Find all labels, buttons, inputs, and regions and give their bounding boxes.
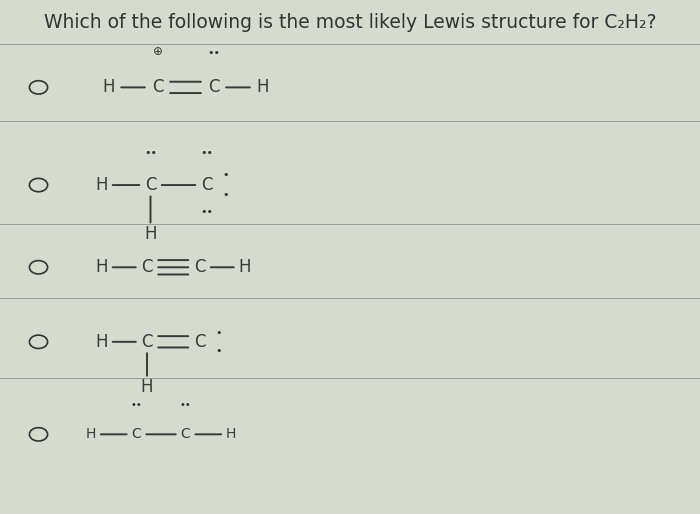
Text: ⊕: ⊕ [153, 45, 162, 58]
Text: C: C [145, 176, 156, 194]
Text: H: H [226, 427, 236, 442]
Text: H: H [95, 258, 108, 277]
Text: H: H [144, 225, 157, 243]
Text: •: • [215, 327, 221, 338]
Text: H: H [256, 78, 269, 97]
Text: ••: •• [200, 149, 213, 158]
Text: C: C [181, 427, 190, 442]
Text: ••: •• [131, 400, 142, 410]
Text: C: C [132, 427, 141, 442]
Text: ••: •• [180, 400, 191, 410]
Text: •: • [222, 170, 228, 180]
Text: ••: •• [144, 149, 157, 158]
Text: C: C [141, 258, 153, 277]
Text: •: • [215, 346, 221, 356]
Text: C: C [194, 333, 205, 351]
Text: H: H [102, 78, 115, 97]
Text: •: • [222, 190, 228, 200]
Text: H: H [141, 378, 153, 396]
Text: C: C [201, 176, 212, 194]
Text: Which of the following is the most likely Lewis structure for C₂H₂?: Which of the following is the most likel… [43, 13, 657, 32]
Text: C: C [152, 78, 163, 97]
Text: ••: •• [207, 48, 220, 58]
Text: H: H [86, 427, 96, 442]
Text: C: C [194, 258, 205, 277]
Text: C: C [208, 78, 219, 97]
Text: H: H [95, 176, 108, 194]
Text: H: H [95, 333, 108, 351]
Text: ••: •• [200, 207, 213, 216]
Text: C: C [141, 333, 153, 351]
Text: H: H [239, 258, 251, 277]
